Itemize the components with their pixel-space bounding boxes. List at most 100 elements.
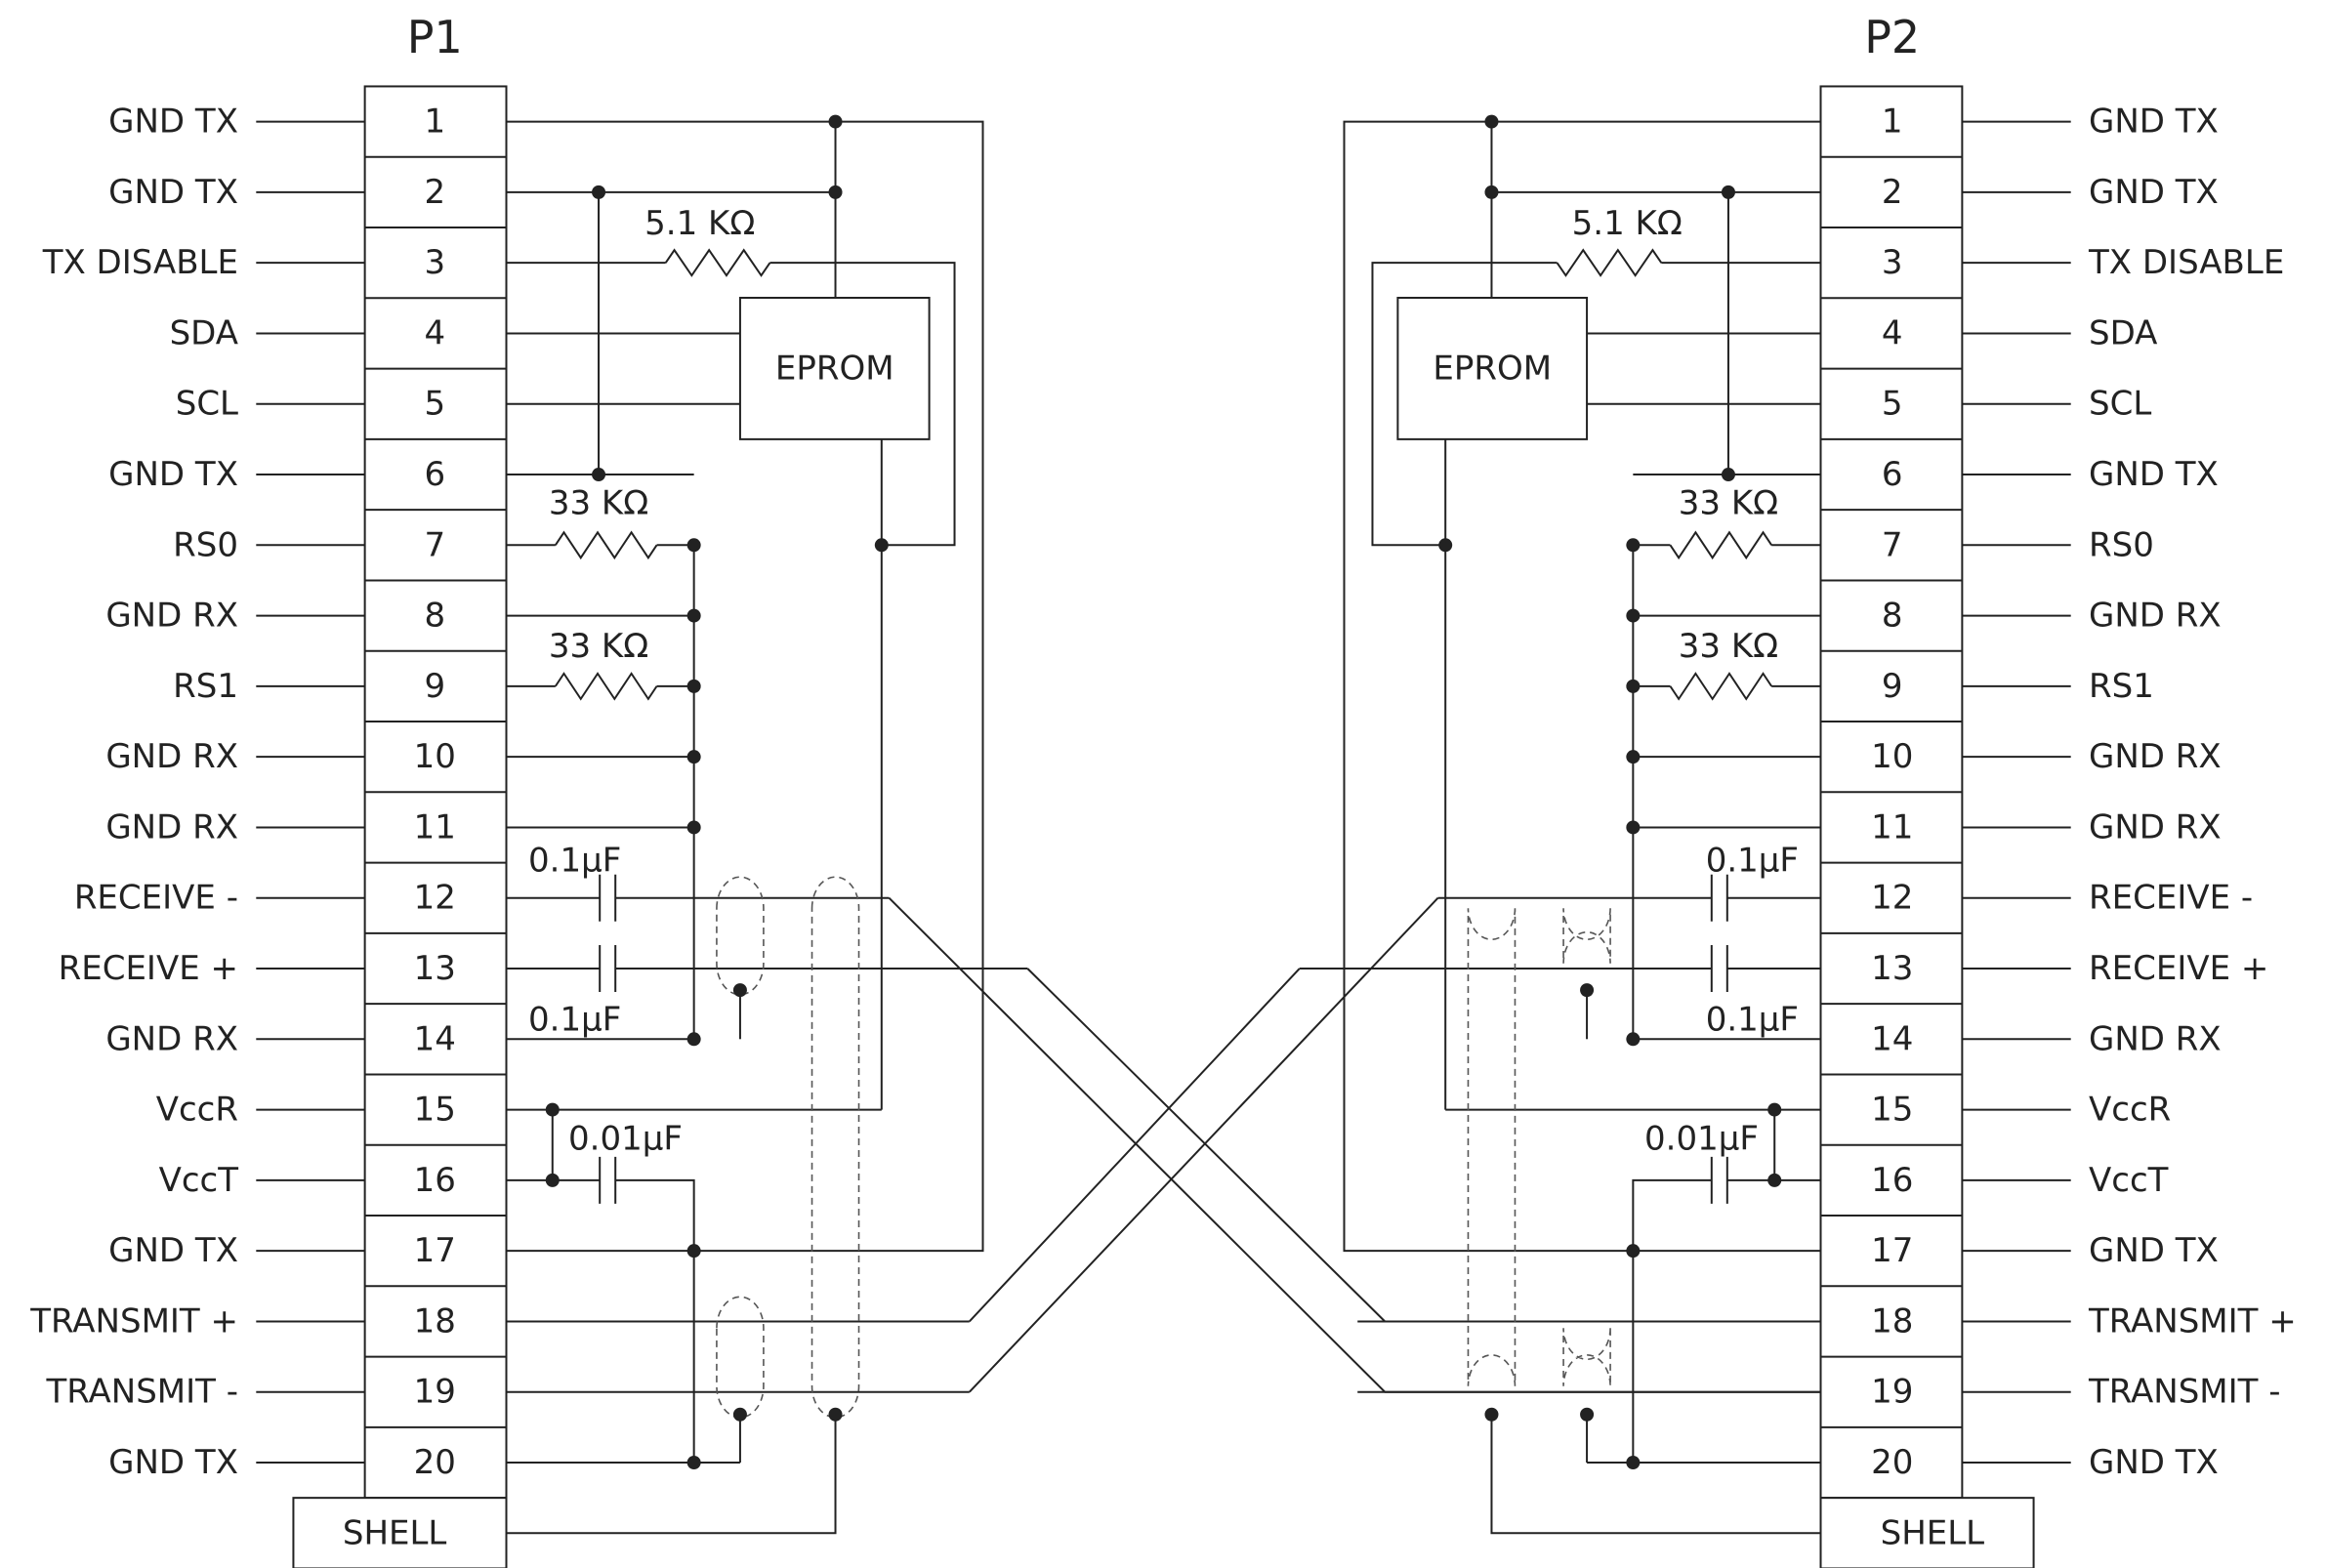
p2-pin-number: 1 <box>1882 103 1903 142</box>
p1-label-r-tx-disable: 5.1 KΩ <box>644 204 755 243</box>
p1-pin-label: GND RX <box>105 807 238 846</box>
p1-label-r-rs0: 33 KΩ <box>549 483 648 522</box>
crossover-wire <box>1026 968 1821 1323</box>
p1-label-c-receive-minus: 0.1μF <box>528 841 621 880</box>
p1-pin-number: 18 <box>414 1301 456 1341</box>
p2-pin-number: 2 <box>1882 173 1903 212</box>
p1-resistor-rs1 <box>554 672 658 701</box>
p1-junction-dot <box>686 608 701 623</box>
p2-wire <box>1371 262 1558 547</box>
p2-junction-dot <box>1626 538 1641 553</box>
p1-junction-dot <box>592 185 606 199</box>
p1-pin-number: 10 <box>414 737 456 776</box>
p1-junction-dot <box>686 1456 701 1470</box>
p1-pin-label: RS1 <box>173 667 238 706</box>
p1-pin-number: 20 <box>414 1443 456 1482</box>
p1-pin-label: VccT <box>159 1161 239 1200</box>
p2-junction-dot <box>1721 468 1735 482</box>
p2-pin-label: VccR <box>2089 1091 2171 1130</box>
p1-pin-label: RECEIVE + <box>59 949 238 988</box>
p1-pin-label: GND RX <box>105 737 238 776</box>
p1-pin-label: GND TX <box>108 455 238 494</box>
p1-pin-label: GND RX <box>105 1019 238 1058</box>
p1-pin-number: 2 <box>424 173 445 212</box>
p2-pin-number: 10 <box>1871 737 1913 776</box>
p1-junction-dot <box>874 538 889 553</box>
p2-wire <box>1632 1178 1712 1464</box>
p2-junction-dot <box>1438 538 1453 553</box>
p2-pin-number: 18 <box>1871 1301 1913 1341</box>
p2-pin-label: SCL <box>2089 385 2151 424</box>
p2-pin-label: SDA <box>2089 313 2157 352</box>
p1-shell-label: SHELL <box>343 1513 447 1552</box>
p1-junction-dot <box>592 468 606 482</box>
p2-pin-number: 12 <box>1871 879 1913 918</box>
p2-pin-number: 15 <box>1871 1091 1913 1130</box>
p1-label-c-vcc: 0.01μF <box>568 1120 683 1159</box>
p2-pin-label: RS0 <box>2089 525 2154 564</box>
p2-pin-label: GND RX <box>2089 1019 2222 1058</box>
cable-shields <box>716 876 1611 1419</box>
p2-pin-label: GND TX <box>2089 173 2219 212</box>
crossover-wire <box>969 968 1301 1323</box>
p1-label-c-receive-plus: 0.1μF <box>528 1001 621 1040</box>
p2-pin-label: TRANSMIT + <box>2088 1301 2297 1341</box>
p1-pin-number: 14 <box>414 1019 456 1058</box>
p2-resistor-rs1 <box>1669 672 1773 701</box>
p2-pin-number: 5 <box>1882 385 1903 424</box>
p2-eprom-box <box>1396 297 1589 440</box>
p1-junction-dot <box>686 1032 701 1047</box>
p2-shield-transmit-pair <box>1562 1328 1611 1386</box>
p2-wire <box>1343 120 1821 1253</box>
p2-junction-dot <box>1767 1173 1782 1187</box>
p1-label-r-rs1: 33 KΩ <box>549 627 648 666</box>
connector-p1: P1 1 GND TX 2 GND TX 3 TX DISABLE 4 SDA 5 SCL 6 GND … <box>29 11 508 1568</box>
p2-pin-label: TRANSMIT - <box>2088 1373 2281 1412</box>
p1-eprom-label: EPROM <box>775 349 894 388</box>
p2-pin-number: 11 <box>1871 807 1913 846</box>
p2-junction-dot <box>1484 1407 1499 1422</box>
p2-pin-label: GND TX <box>2089 1231 2219 1270</box>
p2-junction-dot <box>1580 983 1595 998</box>
p1-pin-number: 9 <box>424 667 445 706</box>
p1-pin-number: 5 <box>424 385 445 424</box>
p2-junction-dot <box>1626 679 1641 693</box>
p2-pin-number: 3 <box>1882 243 1903 282</box>
p1-junction-dot <box>686 750 701 764</box>
p2-junction-dot <box>1626 1032 1641 1047</box>
p2-resistor-rs0 <box>1669 530 1773 560</box>
p1-shield-receive-pair <box>716 876 765 996</box>
p2-junction-dot <box>1626 1456 1641 1470</box>
p2-pin-label: GND TX <box>2089 455 2219 494</box>
p1-junction-dot <box>828 1407 843 1422</box>
p1-pin-label: VccR <box>156 1091 238 1130</box>
p2-pin-label: VccT <box>2089 1161 2169 1200</box>
p1-pin-number: 1 <box>424 103 445 142</box>
p1-pin-label: TRANSMIT + <box>29 1301 238 1341</box>
p2-shell-label: SHELL <box>1881 1513 1985 1552</box>
p2-pin-number: 9 <box>1882 667 1903 706</box>
p2-pin-label: RS1 <box>2089 667 2154 706</box>
p1-junction-dot <box>828 114 843 129</box>
p1-pin-label: RS0 <box>173 525 238 564</box>
p1-junction-dot <box>545 1102 560 1117</box>
p1-pin-label: TRANSMIT - <box>46 1373 239 1412</box>
p1-pin-number: 6 <box>424 455 445 494</box>
wires <box>506 120 1821 1535</box>
p1-pin-number: 13 <box>414 949 456 988</box>
p1-pin-number: 17 <box>414 1231 456 1270</box>
p2-pin-label: RECEIVE + <box>2089 949 2268 988</box>
p2-shield-receive-pair <box>1562 908 1611 964</box>
p2-shell-box <box>1819 1497 2035 1568</box>
p2-junction-dot <box>1626 820 1641 835</box>
p2-pin-label: RECEIVE - <box>2089 879 2253 918</box>
components: EPROM 5.1 KΩ 33 KΩ 33 KΩ 0.1μF 0.1μF 0.01μF EPR… <box>528 204 1799 1204</box>
crossover-wire <box>969 897 1439 1393</box>
p2-junction-dot <box>1626 750 1641 764</box>
p2-junction-dot <box>1580 1407 1595 1422</box>
p1-wire <box>506 120 984 1253</box>
p1-eprom-box <box>738 297 931 440</box>
p2-pin-number: 13 <box>1871 949 1913 988</box>
p1-pin-label: GND TX <box>108 173 238 212</box>
